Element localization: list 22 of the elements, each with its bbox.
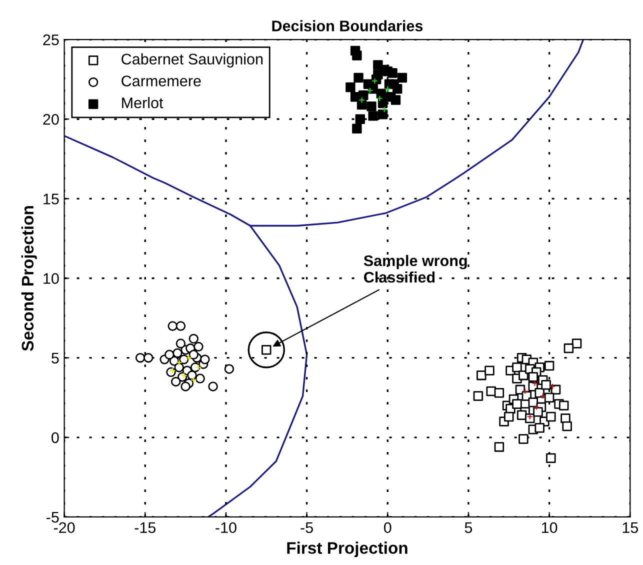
y-tick-label: 10 bbox=[44, 273, 59, 284]
y-tick-label: 0 bbox=[52, 432, 59, 444]
x-tick-label: -10 bbox=[216, 522, 236, 534]
y-tick-label: -5 bbox=[46, 512, 59, 523]
y-tick-label: 20 bbox=[43, 114, 59, 125]
y-axis-title: Second Projection bbox=[21, 206, 37, 351]
x-tick-label: 5 bbox=[464, 522, 472, 534]
annotation: Sample wrong Classified bbox=[364, 254, 467, 283]
y-tick-label: 25 bbox=[43, 34, 59, 46]
x-axis-title: First Projection bbox=[287, 542, 408, 558]
x-tick-label: -5 bbox=[300, 522, 313, 534]
legend-label: Carmemere bbox=[122, 76, 201, 86]
y-tick-label: 15 bbox=[44, 194, 59, 204]
chart-title: Decision Boundaries bbox=[272, 20, 423, 32]
legend-label: Cabernet Sauvignion bbox=[122, 53, 263, 68]
x-tick-label: 10 bbox=[542, 522, 558, 534]
x-tick-label: 0 bbox=[384, 522, 392, 534]
x-tick-label: -15 bbox=[134, 522, 156, 534]
x-tick-label: -20 bbox=[54, 522, 75, 534]
x-tick-label: 15 bbox=[622, 522, 638, 534]
legend-label: Merlot bbox=[122, 97, 164, 108]
y-tick-label: 5 bbox=[52, 352, 59, 364]
